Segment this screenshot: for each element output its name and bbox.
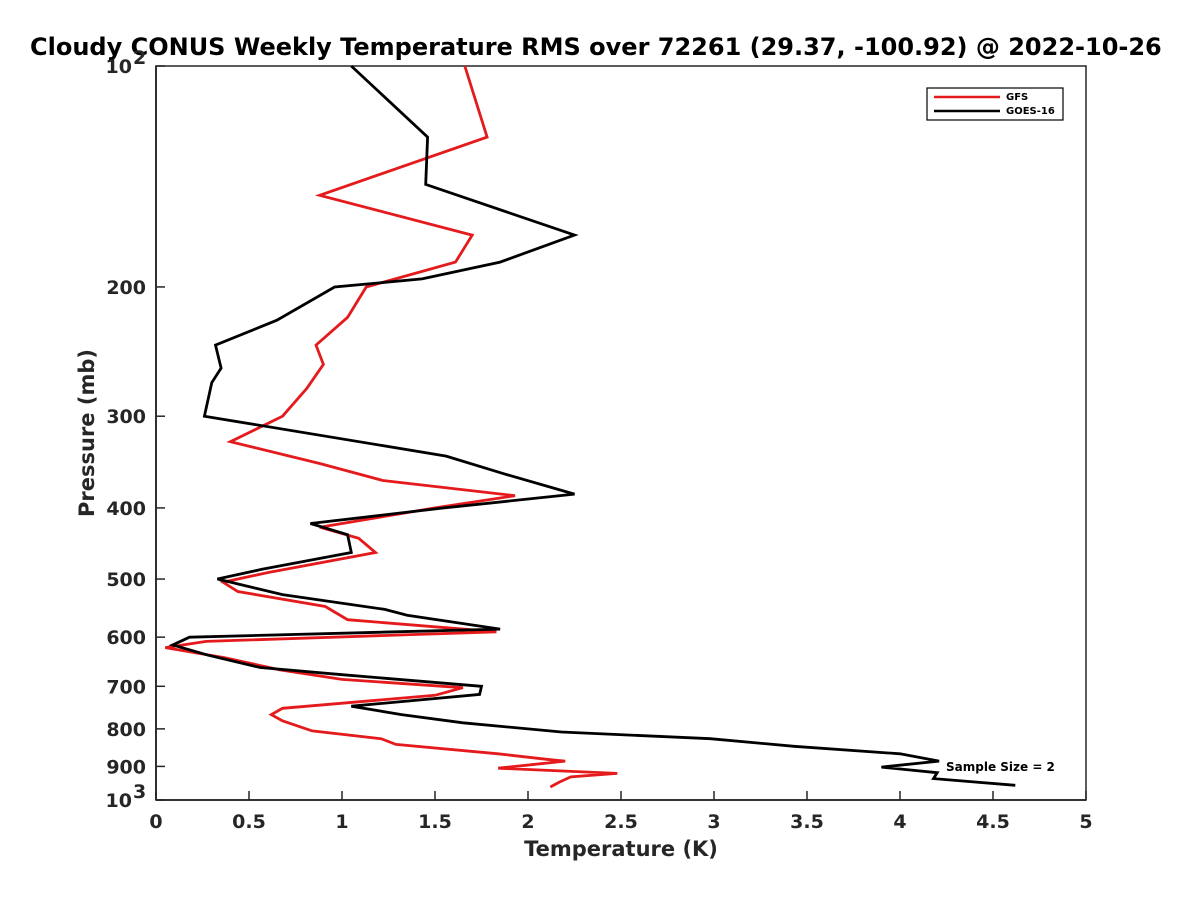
legend-label-gfs: GFS xyxy=(1006,92,1028,103)
x-tick-label: 0.5 xyxy=(232,811,266,833)
x-tick-label: 1.5 xyxy=(418,811,452,833)
series-line-goes16 xyxy=(168,64,1016,787)
series-line-gfs xyxy=(165,65,618,789)
x-axis-ticks: 0 0.5 1 1.5 2 2.5 3 3.5 4 4.5 5 xyxy=(149,791,1093,833)
y-tick-label: 10 xyxy=(106,790,132,812)
x-tick-label: 4 xyxy=(893,811,906,833)
sample-size-annotation: Sample Size = 2 xyxy=(946,760,1055,774)
legend-box xyxy=(926,87,1064,121)
chart-title: Cloudy CONUS Weekly Temperature RMS over… xyxy=(30,33,1162,61)
x-tick-label: 4.5 xyxy=(976,811,1010,833)
x-tick-label: 5 xyxy=(1079,811,1092,833)
legend-label-goes16: GOES-16 xyxy=(1006,106,1055,117)
x-tick-label: 2.5 xyxy=(604,811,638,833)
y-tick-label: 10 xyxy=(106,56,132,78)
axes-box xyxy=(155,65,1087,801)
x-axis-label: Temperature (K) xyxy=(524,837,718,861)
plot-area: 0 0.5 1 1.5 2 2.5 3 3.5 4 4.5 5 10 2200300400500600… xyxy=(106,47,1093,833)
y-tick-label: 500 xyxy=(106,569,146,591)
x-tick-label: 3.5 xyxy=(790,811,824,833)
y-tick-label: 800 xyxy=(106,719,146,741)
y-tick-label: 300 xyxy=(106,406,146,428)
x-tick-label: 1 xyxy=(335,811,348,833)
y-tick-exponent: 2 xyxy=(133,47,146,69)
legend: GFS GOES-16 xyxy=(926,87,1064,121)
x-tick-label: 3 xyxy=(707,811,720,833)
y-tick-exponent: 3 xyxy=(133,781,146,803)
y-tick-label: 700 xyxy=(106,676,146,698)
y-tick-label: 400 xyxy=(106,498,146,520)
series-lines xyxy=(165,64,1016,789)
y-tick-label: 200 xyxy=(106,277,146,299)
y-tick-label: 900 xyxy=(106,756,146,778)
y-axis-label: Pressure (mb) xyxy=(75,349,99,517)
x-tick-label: 2 xyxy=(521,811,534,833)
y-tick-label: 600 xyxy=(106,627,146,649)
x-tick-label: 0 xyxy=(149,811,162,833)
